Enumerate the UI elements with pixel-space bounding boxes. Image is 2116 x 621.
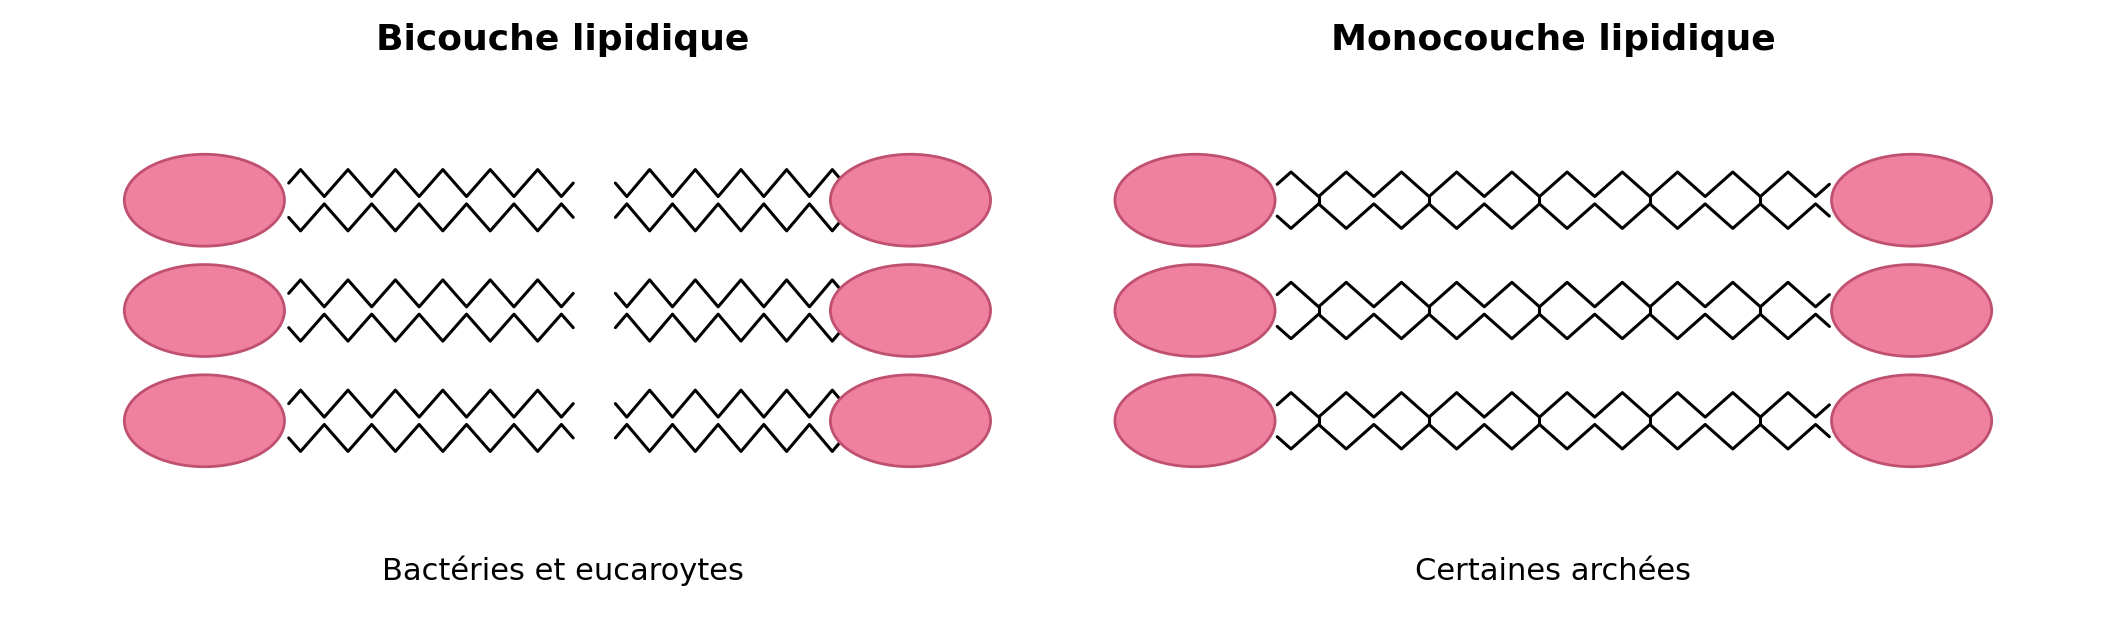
Text: Bicouche lipidique: Bicouche lipidique bbox=[377, 22, 749, 57]
Ellipse shape bbox=[829, 375, 990, 467]
Ellipse shape bbox=[1115, 154, 1276, 246]
Text: Certaines archées: Certaines archées bbox=[1416, 557, 1691, 586]
Ellipse shape bbox=[125, 375, 284, 467]
Text: Monocouche lipidique: Monocouche lipidique bbox=[1331, 22, 1775, 57]
Ellipse shape bbox=[829, 154, 990, 246]
Ellipse shape bbox=[125, 154, 284, 246]
Ellipse shape bbox=[829, 265, 990, 356]
Ellipse shape bbox=[125, 265, 284, 356]
Ellipse shape bbox=[1832, 265, 1991, 356]
Ellipse shape bbox=[1115, 265, 1276, 356]
Ellipse shape bbox=[1832, 154, 1991, 246]
Ellipse shape bbox=[1115, 375, 1276, 467]
Ellipse shape bbox=[1832, 375, 1991, 467]
Text: Bactéries et eucaroytes: Bactéries et eucaroytes bbox=[381, 556, 743, 586]
